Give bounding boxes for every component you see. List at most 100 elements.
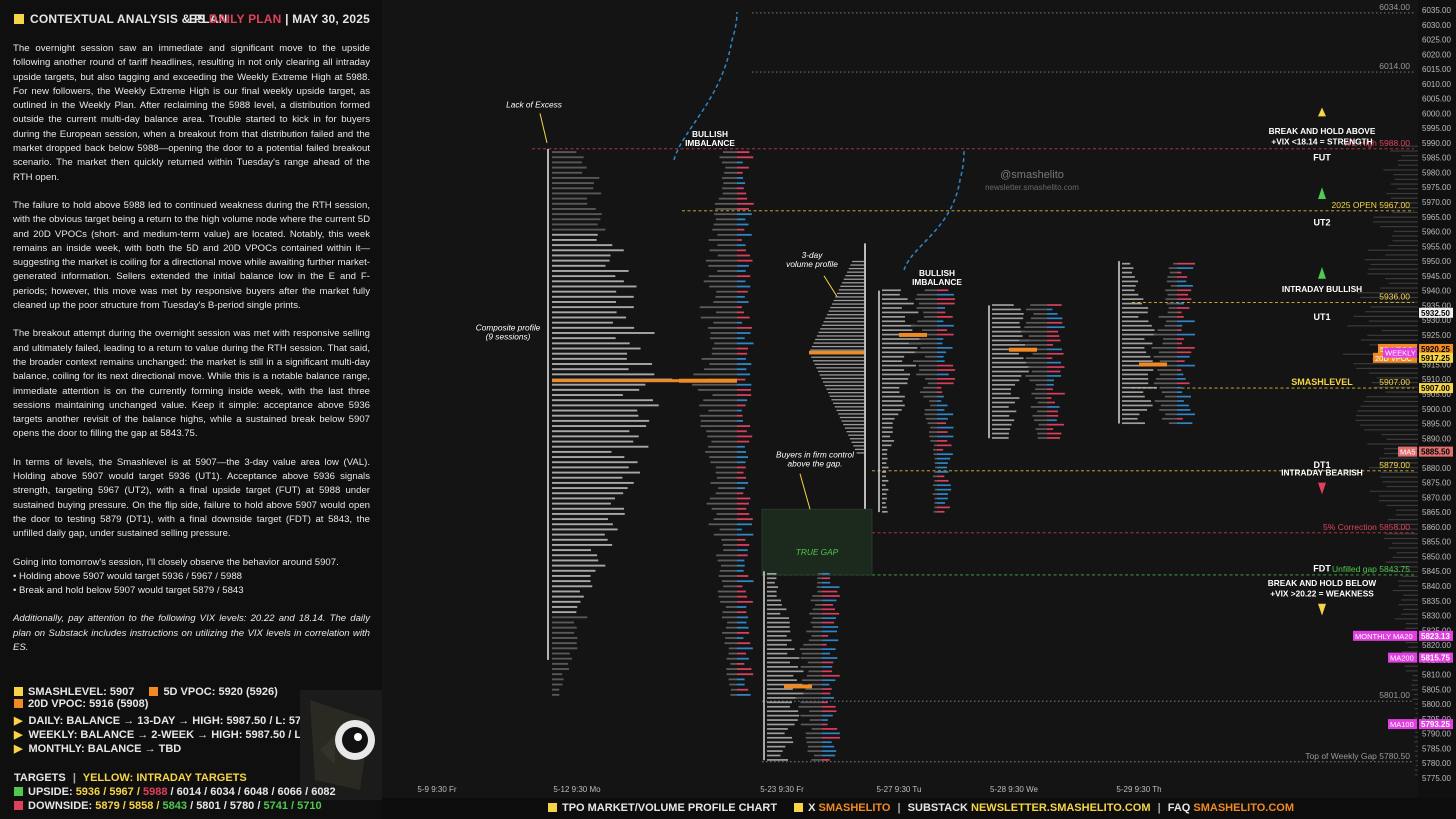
tpo-letters-row (552, 213, 602, 216)
x-handle-link[interactable]: SMASHELITO (818, 802, 891, 814)
session-tpo-row (767, 719, 798, 721)
session-tpo-row (1122, 404, 1153, 407)
session-tpo-row (992, 321, 1020, 324)
chart-annotation: BULLISH (692, 129, 728, 139)
session-tpo-row (1122, 417, 1138, 420)
volume-profile-bar (1395, 514, 1418, 516)
delta-volume-bar (737, 471, 744, 474)
session-tpo-row (767, 732, 785, 735)
session-tpo-row (767, 604, 782, 606)
session-tpo-row (767, 639, 792, 642)
delta-volume-bar (737, 528, 742, 531)
session-delta-bar (937, 400, 942, 402)
session-delta-bar (822, 581, 831, 584)
volume-profile-bar (1385, 533, 1418, 535)
session-tpo-row (992, 308, 1021, 311)
volume-profile-bar (1395, 202, 1418, 204)
session-delta-bar (1177, 307, 1190, 309)
tpo-letters-row (552, 347, 641, 350)
session-tpo-row (992, 348, 1019, 351)
session-volume-bar (1035, 383, 1047, 386)
tpo-letters-row (552, 559, 599, 562)
delta-volume-bar (737, 347, 749, 350)
tpo-letters-row (552, 233, 598, 236)
session-volume-bar (913, 360, 937, 363)
volume-profile-bar (1412, 698, 1418, 700)
session-delta-bar (937, 448, 944, 451)
delta-volume-bar (737, 363, 752, 365)
session-tpo-row (1122, 276, 1135, 278)
volume-profile-bar (1373, 386, 1418, 388)
session-tpo-row (1122, 395, 1145, 398)
price-level-label: 5801.00 (1379, 690, 1410, 700)
y-tick-label: 5880.00 (1422, 464, 1451, 473)
tpo-letters-row (552, 471, 640, 474)
annotation-arrow (539, 113, 548, 144)
three-day-volume-bar (848, 434, 864, 436)
session-volume-bar (811, 759, 822, 761)
session-delta-bar (1047, 348, 1062, 351)
composite-volume-bar (708, 326, 737, 329)
session-delta-bar (937, 404, 948, 407)
session-delta-bar (937, 457, 951, 460)
downside-targets: DOWNSIDE: 5879 / 5858 / 5843 / 5801 / 57… (14, 799, 336, 813)
session-tpo-row (992, 383, 1016, 386)
session-tpo-row (992, 432, 1009, 435)
session-tpo-row (767, 657, 800, 659)
composite-volume-bar (716, 476, 737, 479)
composite-volume-bar (719, 569, 737, 572)
tpo-letters-row (552, 616, 588, 619)
session-volume-bar (1168, 422, 1177, 425)
session-volume-bar (812, 595, 822, 597)
faq-link[interactable]: SMASHELITO.COM (1193, 802, 1295, 814)
tpo-letters-row (552, 523, 613, 526)
session-volume-bar (800, 666, 822, 668)
session-volume-bar (1162, 342, 1177, 345)
session-volume-bar (927, 382, 937, 385)
tpo-letters-row (552, 218, 601, 221)
session-tpo-row (767, 670, 804, 673)
session-volume-bar (932, 493, 937, 495)
side-tag (1388, 652, 1417, 663)
session-volume-bar (911, 324, 937, 327)
delta-volume-bar (737, 228, 745, 231)
tpo-letters-row (552, 657, 573, 660)
composite-volume-bar (705, 451, 737, 453)
composite-volume-bar (728, 678, 737, 681)
session-tpo-row (882, 373, 911, 376)
session-volume-bar (801, 652, 822, 655)
three-day-volume-bar (833, 299, 864, 302)
volume-profile-bar (1398, 604, 1418, 606)
composite-volume-bar (709, 497, 737, 500)
session-volume-bar (916, 373, 937, 376)
composite-volume-bar (724, 171, 737, 174)
composite-volume-bar (730, 693, 737, 696)
session-delta-bar (822, 750, 837, 752)
volume-profile-bar (1413, 693, 1418, 696)
session-delta-bar (822, 657, 838, 659)
volume-profile-bar (1396, 509, 1418, 511)
session-tpo-row (992, 388, 1012, 391)
session-volume-bar (1035, 428, 1047, 430)
session-volume-bar (817, 581, 822, 584)
volume-profile-bar (1403, 608, 1418, 611)
three-day-volume-bar (850, 264, 864, 266)
chart-canvas[interactable]: 6035.00 6030.00 6025.00 6020.00 6015.00 6010.… (382, 0, 1456, 798)
narrative-paragraph: The breakout attempt during the overnigh… (13, 328, 370, 440)
tpo-chart[interactable]: 6035.00 6030.00 6025.00 6020.00 6015.00 6010.… (382, 0, 1456, 819)
composite-volume-bar (721, 580, 737, 583)
session-delta-bar (937, 435, 954, 438)
session-tpo-row (882, 431, 893, 433)
delta-volume-bar (737, 378, 746, 381)
session-delta-bar (822, 679, 836, 682)
session-tpo-row (1122, 329, 1155, 331)
y-tick-label: 5935.00 (1422, 301, 1451, 310)
target-label: SMASHLEVEL (1291, 377, 1353, 387)
substack-link[interactable]: NEWSLETTER.SMASHELITO.COM (971, 802, 1151, 814)
session-tpo-row (882, 369, 905, 371)
session-delta-bar (822, 635, 829, 637)
tpo-letters-row (552, 171, 583, 174)
delta-volume-bar (737, 177, 744, 179)
session-volume-bar (934, 506, 937, 509)
delta-volume-bar (737, 337, 745, 340)
